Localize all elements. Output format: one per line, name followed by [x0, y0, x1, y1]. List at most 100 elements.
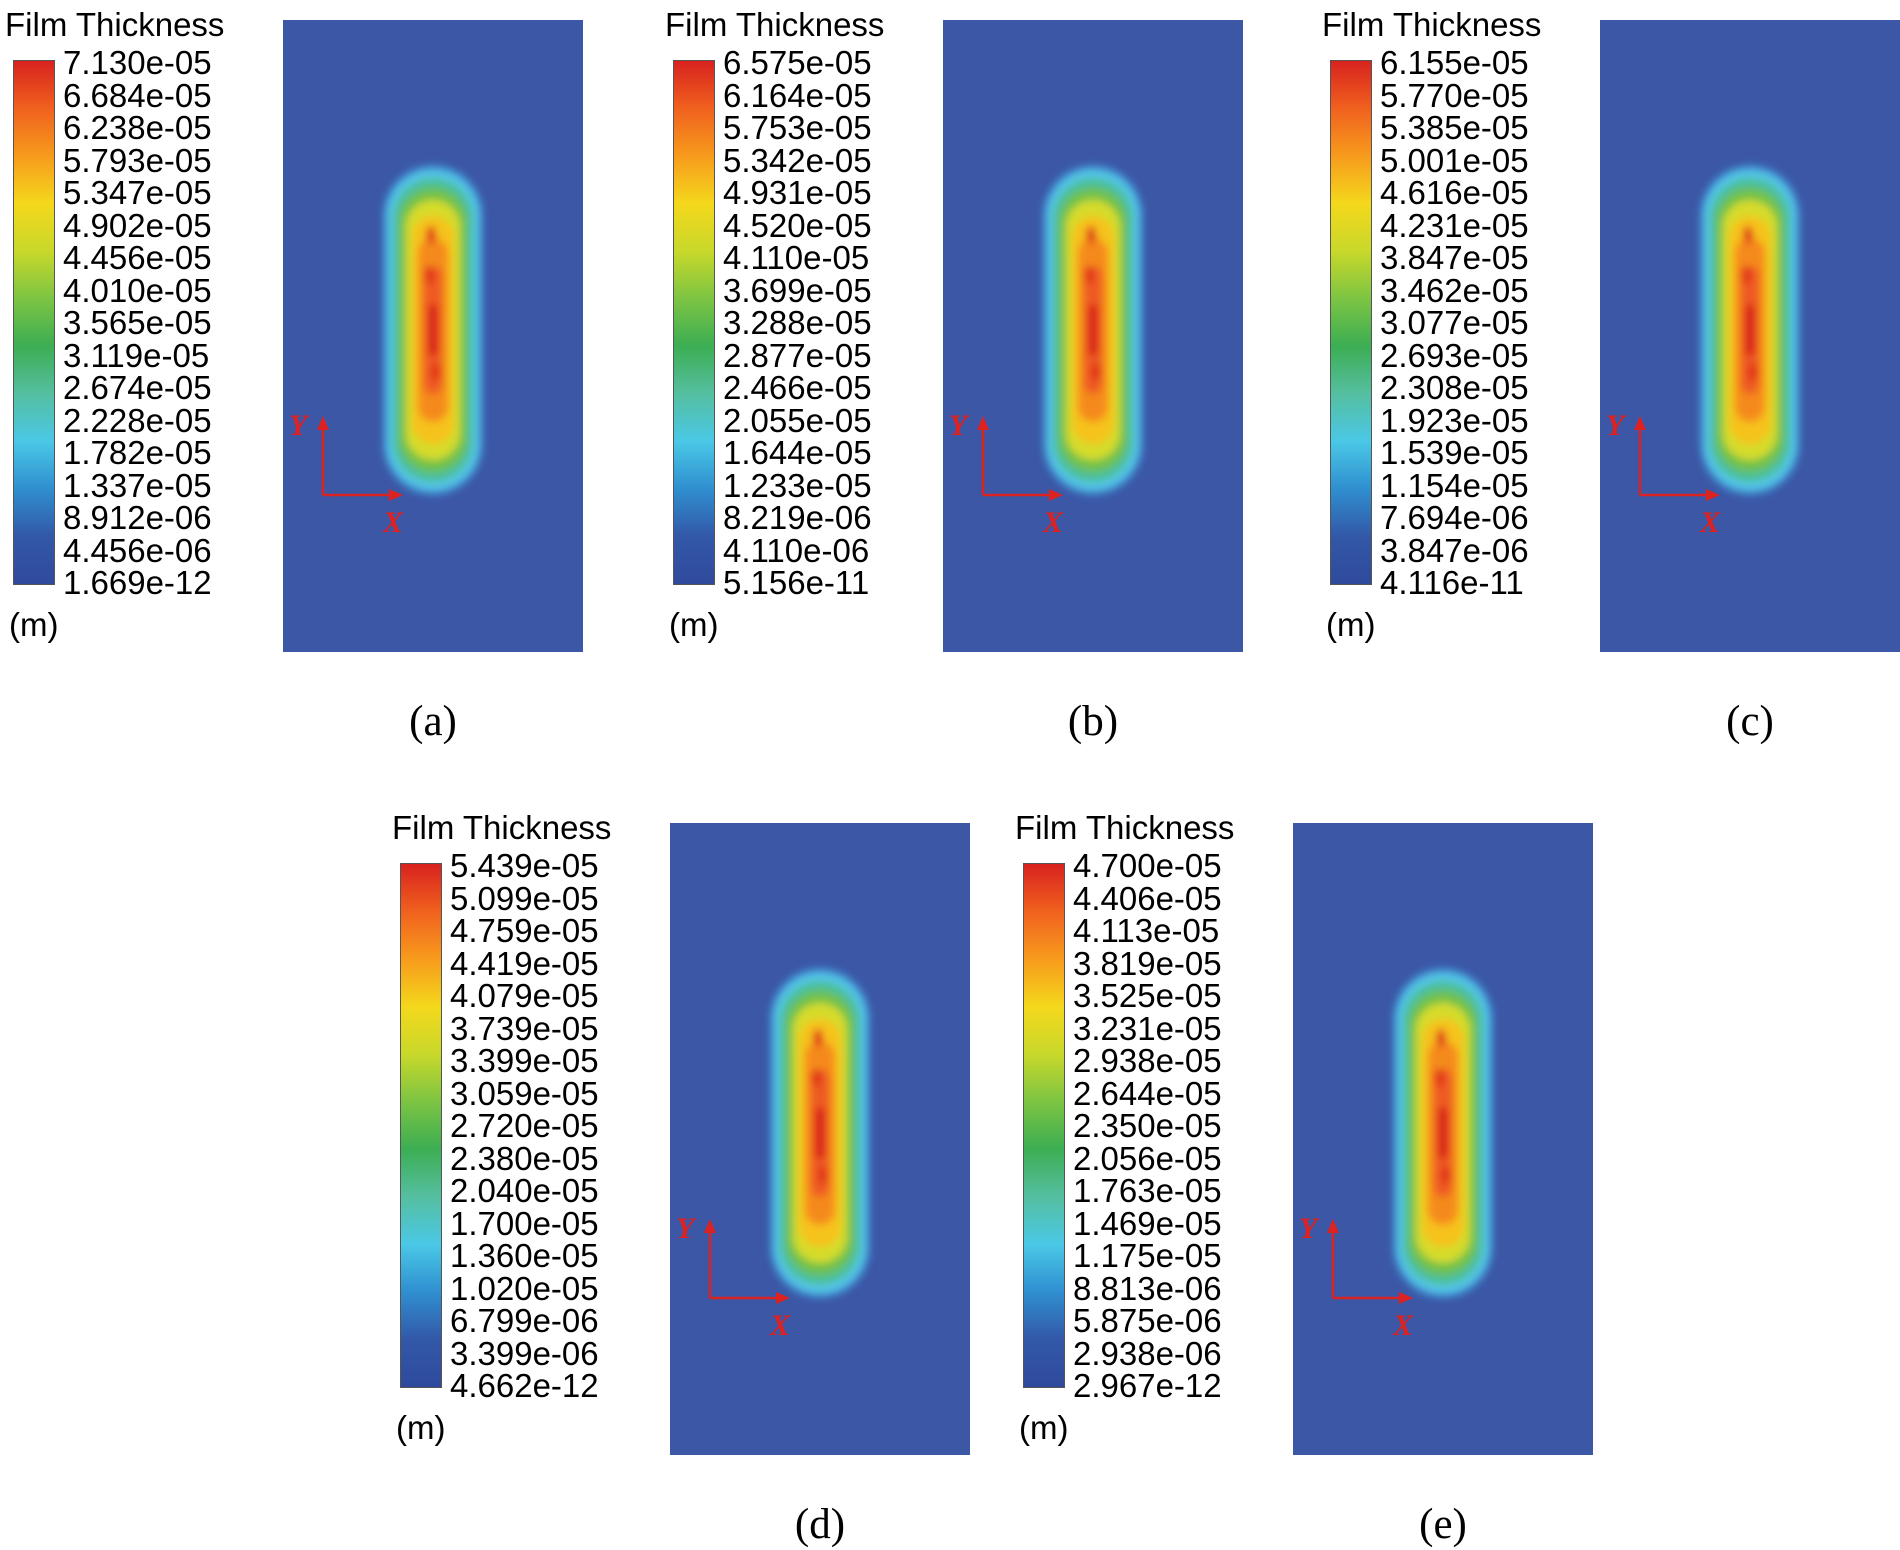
legend-tick-label: 5.875e-06: [1073, 1302, 1222, 1339]
legend-unit: (m): [1326, 606, 1376, 643]
legend-tick-label: 8.912e-06: [63, 499, 212, 536]
legend-tick-label: 4.110e-05: [723, 239, 870, 276]
legend-tick-label: 8.219e-06: [723, 499, 872, 536]
legend-tick-label: 3.288e-05: [723, 304, 872, 341]
film-contour: [383, 165, 483, 495]
legend-title: Film Thickness: [665, 6, 885, 43]
legend-tick-label: 4.110e-06: [723, 531, 870, 569]
axis-triad: [1327, 1219, 1413, 1304]
legend-tick-label: 3.847e-05: [1380, 239, 1529, 276]
hotspot: [1084, 266, 1094, 284]
legend-tick-label: 6.155e-05: [1380, 44, 1529, 81]
y-axis-label: Y: [1299, 1212, 1320, 1245]
contour-band: [1745, 304, 1755, 356]
y-axis-label: Y: [676, 1212, 697, 1245]
legend-tick-label: 2.350e-05: [1073, 1107, 1222, 1144]
panel-label: (d): [794, 1501, 846, 1548]
legend-tick-label: 5.342e-05: [723, 141, 872, 179]
legend-tick-label: 7.694e-06: [1380, 499, 1529, 536]
hotspot: [1086, 226, 1096, 244]
legend-tick-label: 4.931e-05: [723, 174, 872, 211]
legend-tick-label: 6.164e-05: [723, 76, 872, 114]
hotspot: [1441, 1166, 1451, 1184]
legend-unit: (m): [396, 1409, 446, 1446]
legend-tick-label: 4.116e-11: [1380, 564, 1524, 601]
legend-tick-label: 1.233e-05: [723, 466, 872, 504]
legend-tick-label: 4.456e-05: [63, 239, 212, 276]
legend-tick-label: 2.056e-05: [1073, 1139, 1222, 1177]
hotspot: [1436, 1029, 1446, 1047]
legend-tick-label: 2.938e-05: [1073, 1042, 1222, 1079]
legend-tick-label: 2.055e-05: [723, 401, 872, 439]
legend-tick-label: 1.175e-05: [1073, 1237, 1222, 1274]
legend-tick-label: 8.813e-06: [1073, 1269, 1222, 1307]
film-contour: [1393, 968, 1493, 1298]
legend-tick-label: 3.565e-05: [63, 304, 212, 341]
contour-svg: YX: [670, 823, 970, 1455]
legend-tick-label: 4.406e-05: [1073, 879, 1222, 917]
legend-tick-label: 3.077e-05: [1380, 304, 1529, 341]
legend-title: Film Thickness: [5, 6, 225, 43]
legend-title: Film Thickness: [1322, 6, 1542, 43]
legend-unit: (m): [9, 606, 59, 643]
legend-tick-label: 3.847e-06: [1380, 531, 1529, 569]
legend-tick-label: 5.753e-05: [723, 109, 872, 146]
contour-band: [1088, 304, 1098, 356]
legend-tick-label: 4.113e-05: [1073, 912, 1220, 949]
colorbar: [1023, 863, 1065, 1388]
legend-tick-label: 1.360e-05: [450, 1237, 599, 1274]
hotspot: [1741, 266, 1751, 284]
film-contour: [1700, 165, 1800, 495]
hotspot: [431, 363, 441, 381]
colorbar: [400, 863, 442, 1388]
legend-tick-label: 5.770e-05: [1380, 76, 1529, 114]
axis-triad: [1634, 416, 1720, 501]
hotspot: [1434, 1069, 1444, 1087]
legend-tick-label: 3.399e-05: [450, 1042, 599, 1079]
legend-tick-label: 2.877e-05: [723, 336, 872, 374]
panel-label: (a): [409, 698, 457, 745]
film-contour: [1043, 165, 1143, 495]
legend-tick-label: 2.308e-05: [1380, 369, 1529, 406]
y-axis-label: Y: [289, 409, 310, 442]
legend-tick-label: 2.938e-06: [1073, 1334, 1222, 1372]
panel-a: Film Thickness 7.130e-05 6.684e-05 6.238e-0…: [5, 5, 605, 745]
legend-tick-label: 3.525e-05: [1073, 977, 1222, 1014]
legend-tick-label: 4.419e-05: [450, 944, 599, 982]
legend-tick-label: 4.700e-05: [1073, 847, 1222, 884]
legend-tick-label: 1.700e-05: [450, 1204, 599, 1242]
legend-tick-label: 1.669e-12: [63, 564, 212, 601]
legend-title: Film Thickness: [392, 809, 612, 846]
legend-tick-label: 2.644e-05: [1073, 1074, 1222, 1112]
legend-tick-label: 1.923e-05: [1380, 401, 1529, 439]
panel-label: (b): [1067, 698, 1119, 745]
legend-tick-label: 5.347e-05: [63, 174, 212, 211]
legend-tick-label: 2.228e-05: [63, 401, 212, 439]
y-axis-label: Y: [949, 409, 970, 442]
legend-tick-label: 4.010e-05: [63, 271, 212, 309]
contour-band: [1438, 1107, 1448, 1159]
hotspot: [424, 266, 434, 284]
legend-tick-label: 4.079e-05: [450, 977, 599, 1014]
hotspot: [1743, 226, 1753, 244]
legend-tick-label: 3.231e-05: [1073, 1009, 1222, 1047]
legend-tick-label: 2.380e-05: [450, 1139, 599, 1177]
legend-tick-label: 6.575e-05: [723, 44, 872, 81]
legend-tick-label: 3.119e-05: [63, 336, 210, 374]
x-axis-label: X: [1699, 506, 1721, 539]
legend-tick-label: 1.539e-05: [1380, 434, 1529, 471]
legend-tick-label: 1.020e-05: [450, 1269, 599, 1307]
legend-tick-label: 2.967e-12: [1073, 1367, 1222, 1404]
contour-svg: YX: [943, 20, 1243, 652]
x-axis-label: X: [1392, 1309, 1414, 1342]
legend-tick-label: 5.439e-05: [450, 847, 599, 884]
legend-tick-label: 2.040e-05: [450, 1172, 599, 1209]
legend-tick-label: 2.720e-05: [450, 1107, 599, 1144]
legend-tick-label: 5.156e-11: [723, 564, 870, 601]
contour-svg: YX: [1600, 20, 1900, 652]
legend-tick-label: 4.520e-05: [723, 206, 872, 244]
axis-triad: [977, 416, 1063, 501]
axis-triad: [317, 416, 403, 501]
